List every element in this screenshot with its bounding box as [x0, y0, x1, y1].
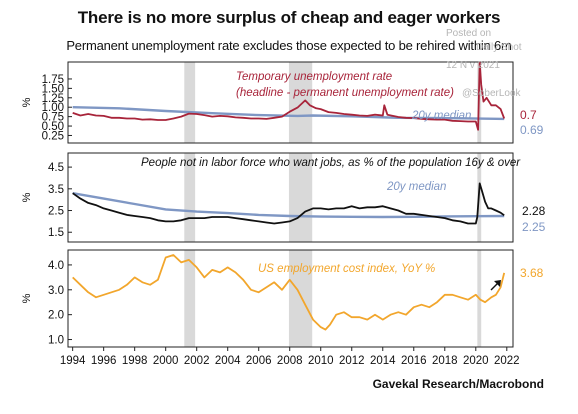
- panel-1-ytick-label: 1.75: [42, 74, 64, 86]
- panel-1-last-value-1: 0.7: [520, 108, 537, 122]
- xtick-label: 1998: [122, 355, 148, 367]
- panel-1-frame: [67, 61, 514, 144]
- xtick-label: 2004: [215, 355, 241, 367]
- panel-1-last-value-2: 0.69: [520, 123, 544, 137]
- watermark-line-1: Posted on: [446, 28, 492, 39]
- xtick-label: 1994: [60, 355, 86, 367]
- xtick-label: 2014: [370, 355, 396, 367]
- panel-2-last-value-2: 2.25: [522, 220, 546, 234]
- watermark-line-2: Daily Shot: [476, 42, 522, 53]
- panel-1-ytick-label: 0.75: [42, 112, 64, 124]
- arrow-head: [494, 280, 501, 287]
- panel-2-ytick-label: 1.5: [48, 227, 64, 239]
- xtick-label: 2020: [463, 355, 489, 367]
- panel-2-last-value-1: 2.28: [522, 204, 546, 218]
- panel-1-ylabel: %: [21, 97, 33, 107]
- recession-band-0-panel-3: [184, 250, 196, 347]
- panel-1-ytick-label: 1.25: [42, 93, 64, 105]
- panel-1-ytick-label: 0.25: [42, 130, 64, 142]
- panel-2-frame: [67, 152, 514, 243]
- recession-band-0-panel-1: [184, 62, 196, 143]
- chart-subtitle: Permanent unemployment rate excludes tho…: [66, 38, 512, 53]
- panel-2-annotation-1: People not in labor force who want jobs,…: [141, 157, 521, 169]
- panel-1-annotation-1: Temporary unemployment rate: [236, 71, 392, 83]
- panel-1-ytick-label: 1.00: [42, 102, 64, 114]
- panel-2-ytick-label: 3.5: [48, 184, 64, 196]
- panel-1-annotation-2: (headline - permanent unemployment rate): [236, 87, 454, 99]
- panel-2-series-main-line: [72, 182, 505, 225]
- watermark-line-4: @SoberLook: [462, 88, 521, 99]
- panel-3-ylabel: %: [21, 293, 33, 303]
- recession-band-0-panel-2: [184, 153, 196, 242]
- panel-2-annotation-2: 20y median: [386, 181, 446, 193]
- panel-1-ytick-label: 1.50: [42, 83, 64, 95]
- xtick-label: 2002: [184, 355, 210, 367]
- recession-band-1-panel-3: [288, 250, 313, 347]
- panel-3-series-main-line: [72, 254, 506, 331]
- panel-3-ytick-label: 2.0: [48, 310, 64, 322]
- panel-2-ytick-label: 2.5: [48, 206, 64, 218]
- xtick-label: 2016: [401, 355, 427, 367]
- panel-3-ytick-label: 4.0: [48, 260, 64, 272]
- xtick-label: 2022: [494, 355, 520, 367]
- panel-1-series-main-line: [72, 61, 506, 131]
- xtick-label: 2012: [339, 355, 365, 367]
- xtick-label: 2000: [153, 355, 179, 367]
- xtick-label: 2008: [277, 355, 303, 367]
- source-label: Gavekal Research/Macrobond: [372, 377, 544, 391]
- xtick-label: 2018: [432, 355, 458, 367]
- chart-title: There is no more surplus of cheap and ea…: [77, 8, 501, 27]
- panel-3-ytick-label: 3.0: [48, 285, 64, 297]
- panel-3-annotation-1: US employment cost index, YoY %: [258, 263, 435, 275]
- panel-3-last-value-1: 3.68: [520, 266, 544, 280]
- xtick-label: 2006: [246, 355, 272, 367]
- panel-1-ytick-label: 0.50: [42, 121, 64, 133]
- panel-2-series-median-line: [72, 192, 505, 219]
- xtick-label: 1996: [91, 355, 117, 367]
- watermark-line-3: 12 N v 2021: [446, 60, 500, 71]
- xtick-label: 2010: [308, 355, 334, 367]
- panel-3-ytick-label: 1.0: [48, 335, 64, 347]
- panel-3-frame: [67, 249, 514, 348]
- recession-band-1-panel-1: [288, 62, 313, 143]
- panel-2-ytick-label: 4.5: [48, 162, 64, 174]
- panel-1-annotation-3: 20y median: [411, 110, 471, 122]
- panel-2-ylabel: %: [21, 192, 33, 202]
